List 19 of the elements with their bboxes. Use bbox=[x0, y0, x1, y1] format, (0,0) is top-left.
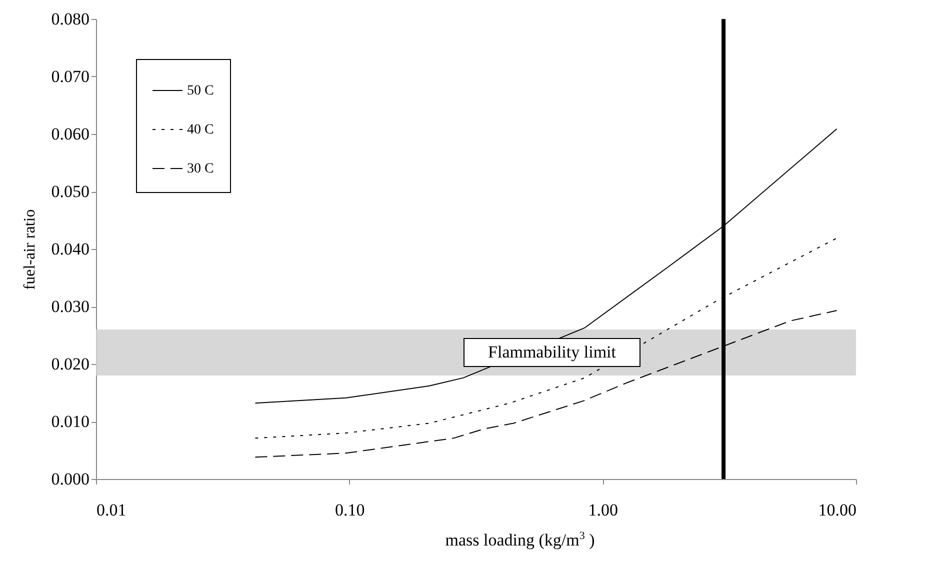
y-axis-title: fuel-air ratio bbox=[21, 209, 38, 290]
x-tick-label: 1.00 bbox=[588, 500, 618, 520]
y-tick-label: 0.020 bbox=[51, 354, 90, 374]
x-tick-label: 0.10 bbox=[334, 500, 365, 520]
y-tick-label: 0.060 bbox=[51, 124, 90, 144]
y-tick-label: 0.050 bbox=[51, 182, 90, 201]
band-label: Flammability limit bbox=[488, 342, 616, 362]
x-tick-label: 10.00 bbox=[818, 500, 856, 520]
x-tick-label: 0.01 bbox=[96, 500, 126, 520]
y-tick-label: 0.010 bbox=[51, 412, 90, 431]
y-tick-label: 0.030 bbox=[51, 297, 90, 316]
y-tick-label: 0.070 bbox=[51, 67, 90, 86]
legend-label: 40 C bbox=[187, 122, 214, 138]
y-tick-label: 0.040 bbox=[51, 240, 90, 258]
x-axis-title: mass loading (kg/m$^{3}$ ) bbox=[444, 530, 596, 551]
legend-label: 50 C bbox=[187, 84, 214, 98]
y-tick-label: 0.080 bbox=[51, 10, 90, 28]
legend-label: 30 C bbox=[187, 162, 214, 176]
y-tick-label: 0.000 bbox=[51, 470, 90, 488]
